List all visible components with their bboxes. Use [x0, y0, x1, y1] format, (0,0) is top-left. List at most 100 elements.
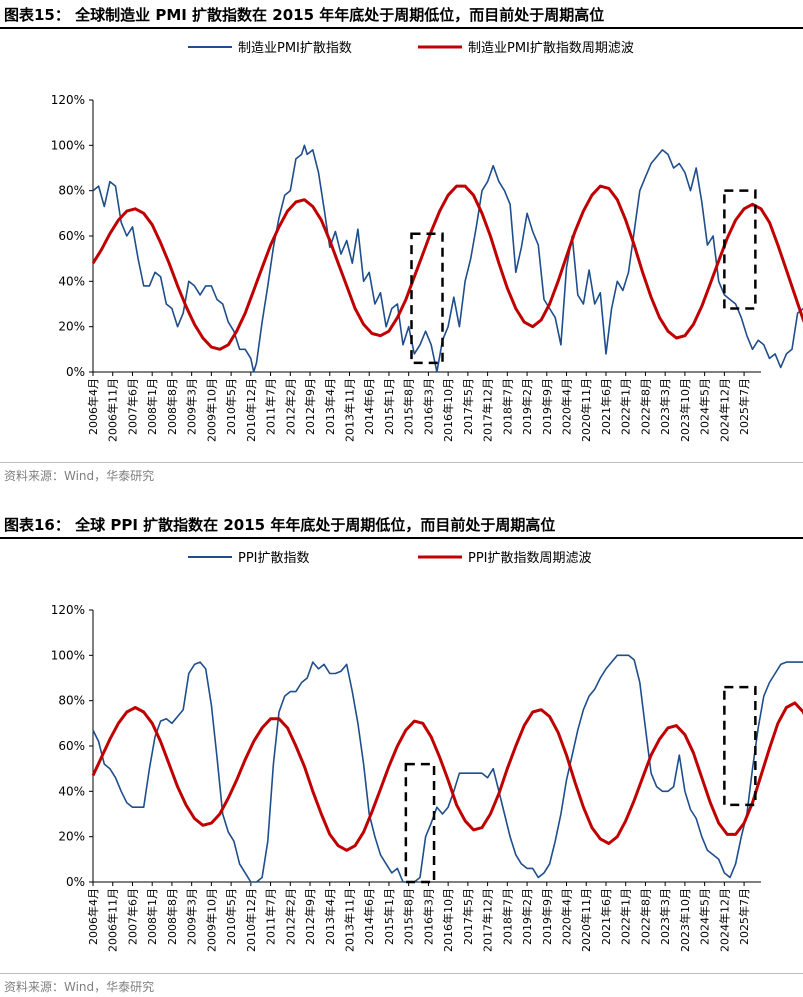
y-tick-label: 40% — [58, 784, 85, 798]
legend-label: 制造业PMI扩散指数 — [238, 41, 352, 56]
source-note-pmi: 资料来源：Wind，华泰研究 — [4, 469, 155, 483]
x-tick-label: 2021年6月 — [599, 888, 613, 945]
source-rule-pmi — [0, 462, 803, 463]
series-line-index — [92, 144, 803, 373]
figure-label-pmi: 图表15： — [4, 6, 70, 24]
y-tick-label: 60% — [58, 229, 85, 243]
x-tick-label: 2025年7月 — [737, 378, 751, 435]
title-rule-ppi — [0, 537, 803, 539]
x-tick-label: 2017年12月 — [481, 888, 495, 952]
x-tick-label: 2006年11月 — [106, 888, 120, 952]
x-tick-label: 2013年4月 — [323, 378, 337, 435]
y-tick-label: 80% — [58, 694, 85, 708]
highlight-box — [404, 762, 436, 884]
chart-pmi: 0% 20% 40% 60% 80% 100% 120% 2006年4月 2006年11月 200… — [51, 41, 803, 442]
y-tick-label: 20% — [58, 830, 85, 844]
x-tick-label: 2024年5月 — [698, 888, 712, 945]
chart-title-ppi: 图表16： 全球 PPI 扩散指数在 2015 年年底处于周期低位，而目前处于周… — [4, 514, 555, 535]
x-tick-label: 2024年5月 — [698, 378, 712, 435]
series-line-filter — [91, 701, 803, 852]
x-tick-label: 2007年6月 — [125, 888, 139, 945]
y-tick-label: 0% — [66, 365, 85, 379]
y-tick-label: 40% — [58, 274, 85, 288]
x-tick-label: 2017年12月 — [481, 378, 495, 442]
x-tick-label: 2015年8月 — [402, 888, 416, 945]
highlight-box — [723, 189, 757, 310]
x-tick-label: 2020年4月 — [560, 378, 574, 435]
x-tick-label: 2011年7月 — [264, 378, 278, 435]
x-tick-label: 2007年6月 — [125, 378, 139, 435]
x-tick-label: 2013年11月 — [342, 888, 356, 952]
x-tick-label: 2024年12月 — [717, 888, 731, 952]
x-tick-label: 2009年10月 — [204, 378, 218, 442]
x-tick-label: 2009年3月 — [185, 378, 199, 435]
x-tick-label: 2008年8月 — [165, 378, 179, 435]
x-tick-label: 2015年8月 — [402, 378, 416, 435]
x-tick-label: 2014年6月 — [362, 378, 376, 435]
y-tick-label: 120% — [51, 93, 85, 107]
x-tick-label: 2011年7月 — [264, 888, 278, 945]
y-tick-label: 0% — [66, 875, 85, 889]
x-tick-label: 2022年8月 — [638, 378, 652, 435]
series-line-index — [92, 654, 803, 883]
x-tick-label: 2014年6月 — [362, 888, 376, 945]
x-tick-label: 2017年5月 — [461, 888, 475, 945]
x-tick-label: 2019年9月 — [540, 378, 554, 435]
figure-label-ppi: 图表16： — [4, 516, 70, 534]
series-line-filter — [91, 184, 803, 351]
legend-label: PPI扩散指数 — [238, 551, 310, 566]
x-tick-label: 2022年8月 — [638, 888, 652, 945]
y-tick-label: 100% — [51, 138, 85, 152]
x-tick-label: 2018年7月 — [500, 378, 514, 435]
y-tick-label: 80% — [58, 184, 85, 198]
highlight-box — [723, 685, 757, 807]
y-tick-label: 20% — [58, 320, 85, 334]
title-rule-pmi — [0, 27, 803, 29]
x-tick-label: 2010年12月 — [244, 378, 258, 442]
x-tick-label: 2020年11月 — [579, 888, 593, 952]
x-tick-label: 2023年10月 — [678, 888, 692, 952]
x-tick-label: 2018年7月 — [500, 888, 514, 945]
x-tick-label: 2016年3月 — [421, 378, 435, 435]
x-tick-label: 2025年7月 — [737, 888, 751, 945]
x-tick-label: 2015年1月 — [382, 378, 396, 435]
chart-title-pmi: 图表15： 全球制造业 PMI 扩散指数在 2015 年年底处于周期低位，而目前… — [4, 4, 604, 25]
x-tick-label: 2024年12月 — [717, 378, 731, 442]
chart-ppi: 0% 20% 40% 60% 80% 100% 120% 2006年4月 2006年11月 200… — [51, 551, 803, 952]
x-tick-label: 2021年6月 — [599, 378, 613, 435]
x-tick-label: 2016年10月 — [441, 888, 455, 952]
x-tick-label: 2012年2月 — [283, 378, 297, 435]
x-tick-label: 2009年10月 — [204, 888, 218, 952]
title-text-pmi: 全球制造业 PMI 扩散指数在 2015 年年底处于周期低位，而目前处于周期高位 — [75, 6, 605, 24]
x-tick-label: 2017年5月 — [461, 378, 475, 435]
x-tick-label: 2012年9月 — [303, 888, 317, 945]
x-tick-label: 2008年8月 — [165, 888, 179, 945]
x-tick-label: 2022年1月 — [619, 378, 633, 435]
x-tick-label: 2020年4月 — [560, 888, 574, 945]
x-tick-label: 2019年9月 — [540, 888, 554, 945]
x-tick-label: 2008年1月 — [145, 888, 159, 945]
y-tick-label: 60% — [58, 739, 85, 753]
title-text-ppi: 全球 PPI 扩散指数在 2015 年年底处于周期低位，而目前处于周期高位 — [75, 516, 556, 534]
x-tick-label: 2008年1月 — [145, 378, 159, 435]
x-tick-label: 2020年11月 — [579, 378, 593, 442]
highlight-box — [410, 232, 444, 365]
x-tick-label: 2006年4月 — [86, 378, 100, 435]
x-tick-label: 2013年11月 — [342, 378, 356, 442]
chart-panel-pmi: 图表15： 全球制造业 PMI 扩散指数在 2015 年年底处于周期低位，而目前… — [0, 0, 803, 487]
x-tick-label: 2006年11月 — [106, 378, 120, 442]
x-tick-label: 2013年4月 — [323, 888, 337, 945]
x-tick-label: 2010年5月 — [224, 888, 238, 945]
x-tick-label: 2016年10月 — [441, 378, 455, 442]
legend-label: PPI扩散指数周期滤波 — [468, 551, 592, 566]
x-tick-label: 2010年12月 — [244, 888, 258, 952]
x-tick-label: 2012年2月 — [283, 888, 297, 945]
x-tick-label: 2023年3月 — [658, 378, 672, 435]
legend-label: 制造业PMI扩散指数周期滤波 — [468, 41, 634, 56]
chart-panel-ppi: 图表16： 全球 PPI 扩散指数在 2015 年年底处于周期低位，而目前处于周… — [0, 510, 803, 997]
x-tick-label: 2015年1月 — [382, 888, 396, 945]
source-note-ppi: 资料来源：Wind，华泰研究 — [4, 980, 155, 994]
x-tick-label: 2010年5月 — [224, 378, 238, 435]
x-tick-label: 2019年2月 — [520, 888, 534, 945]
y-tick-label: 120% — [51, 603, 85, 617]
